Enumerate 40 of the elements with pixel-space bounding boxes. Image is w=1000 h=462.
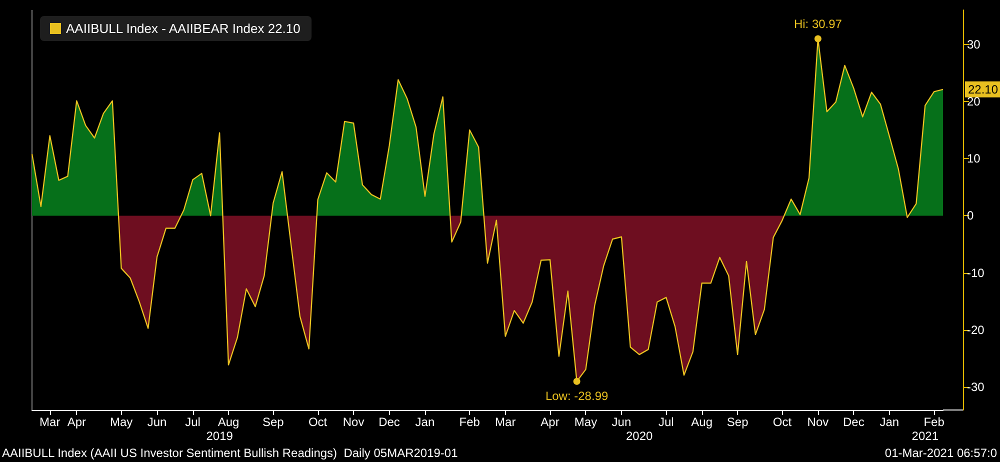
x-tick-label: Sep [726,415,749,429]
x-tick-label: Aug [218,415,240,429]
x-tick-label: Mar [40,415,60,429]
x-tick-label: Jul [658,415,674,429]
x-tick-label: Jan [880,415,900,429]
x-tick-label: Nov [807,415,829,429]
x-tick-label: May [574,415,598,429]
x-tick-label: Jun [612,415,632,429]
text: AAIIBULL Index (AAII US Investor Sentiment Bullish Readings) Daily 05MAR2019-01 [2,446,458,460]
x-tick-label: Apr [540,415,560,429]
text: 22.10 [968,82,998,96]
x-tick-label: Oct [308,415,328,429]
y-tick-label: 10 [967,152,981,166]
y-tick-label: -30 [967,380,985,394]
x-tick-label: Jun [147,415,167,429]
x-tick-label: Feb [924,415,945,429]
x-tick-label: Oct [772,415,792,429]
annotation: Low: -28.99 [545,388,608,403]
y-tick-label: 30 [967,37,981,52]
x-tick-label: Aug [691,415,713,429]
x-tick-label: Mar [495,415,516,429]
y-tick-label: -10 [967,266,985,280]
x-tick-label: Sep [262,415,284,429]
x-tick-label: Dec [843,415,864,429]
x-tick-label: Jan [415,415,435,429]
text: 2019 [206,429,234,443]
x-tick-label: Feb [459,415,480,429]
x-tick-label: Jul [185,415,200,429]
y-tick-label: 0 [967,208,974,223]
x-tick-label: Apr [67,415,86,429]
annotation: Hi: 30.97 [794,17,842,32]
x-tick-label: May [110,415,133,429]
x-tick-label: Dec [378,415,400,429]
x-tick-label: Nov [342,415,364,429]
text: 2021 [912,429,939,443]
text: 2020 [626,429,654,443]
y-tick-label: 20 [967,94,981,108]
legend-label: AAIIBULL Index - AAIIBEAR Index 22.10 [66,21,300,36]
text: 01-Mar-2021 06:57:0 [884,446,998,460]
y-tick-label: -20 [967,323,985,337]
